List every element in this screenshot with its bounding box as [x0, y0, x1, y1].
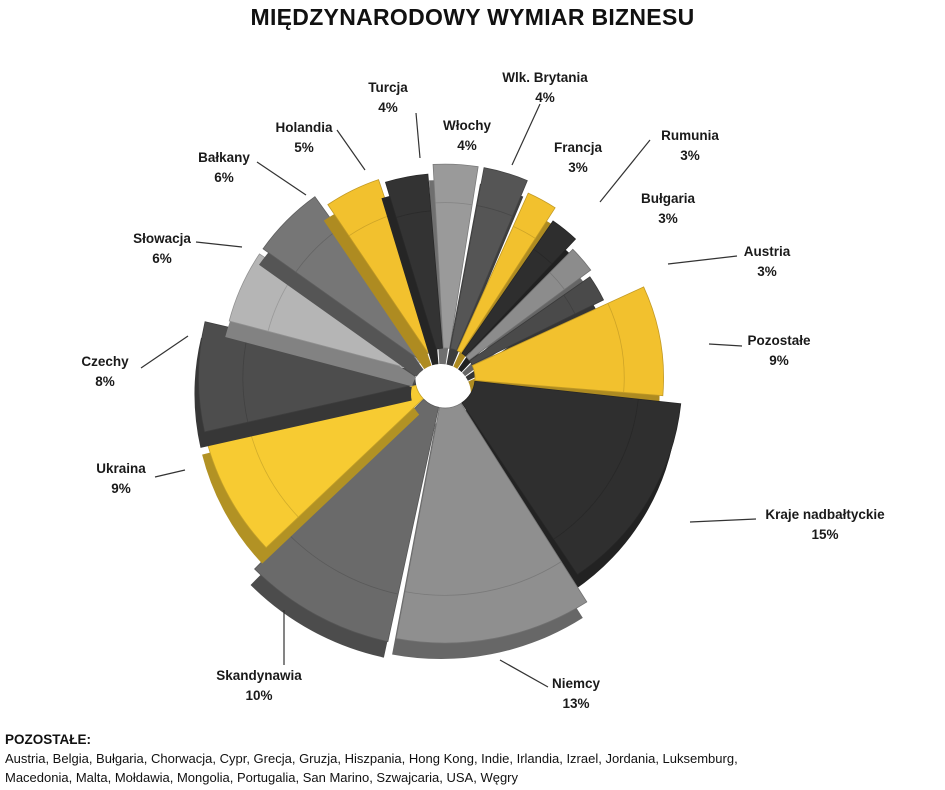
slice-label-value: 6% — [214, 170, 234, 185]
pie-slice-turcja — [381, 173, 443, 366]
leader-line — [667, 255, 738, 265]
slice-label-name: Bułgaria — [641, 191, 696, 206]
leader-line — [140, 335, 189, 369]
slice-label-name: Ukraina — [96, 461, 146, 476]
slice-label-name: Holandia — [275, 120, 332, 135]
slice-label-name: Rumunia — [661, 128, 719, 143]
leader-line — [415, 112, 421, 159]
slice-label-value: 4% — [457, 138, 477, 153]
leader-line — [256, 161, 307, 196]
leader-line — [336, 129, 366, 171]
pie-slice-niemcy — [392, 402, 588, 660]
slice-label-name: Pozostałe — [747, 333, 811, 348]
pie-slice-kraje-nadbałtyckie — [457, 380, 682, 591]
slice-label-name: Bałkany — [198, 150, 250, 165]
slice-label-name: Włochy — [443, 118, 491, 133]
slice-label-value: 4% — [378, 100, 398, 115]
slice-label-value: 13% — [562, 696, 589, 711]
slice-label-name: Czechy — [81, 354, 129, 369]
pie-slice-pozostałe — [468, 286, 664, 412]
leader-line — [511, 103, 541, 166]
pie-chart: Włochy 4% Wlk. Brytania 4% Francja 3% Rumunia 3… — [81, 70, 885, 711]
slice-label-value: 3% — [658, 211, 678, 226]
slice-label-value: 3% — [680, 148, 700, 163]
slice-label-value: 10% — [245, 688, 272, 703]
slice-label-value: 3% — [568, 160, 588, 175]
data-labels: Włochy 4% Wlk. Brytania 4% Francja 3% Rumunia 3… — [81, 70, 885, 711]
leader-lines — [140, 103, 757, 688]
slice-label-value: 4% — [535, 90, 555, 105]
chart-title: MIĘDZYNARODOWY WYMIAR BIZNESU — [250, 4, 695, 30]
pie-slice-holandia — [323, 179, 436, 370]
slice-label-value: 9% — [769, 353, 789, 368]
slice-label-value: 5% — [294, 140, 314, 155]
slice-label-name: Skandynawia — [216, 668, 302, 683]
slice-label-name: Niemcy — [552, 676, 601, 691]
slice-label-value: 15% — [811, 527, 838, 542]
slice-label-name: Turcja — [368, 80, 408, 95]
slice-label-name: Francja — [554, 140, 603, 155]
pie-slice-skandynawia — [250, 398, 440, 658]
leader-line — [708, 343, 743, 347]
slice-label-value: 6% — [152, 251, 172, 266]
footnote-line-2: Macedonia, Malta, Mołdawia, Mongolia, Po… — [5, 770, 519, 785]
footnote: POZOSTAŁE: Austria, Belgia, Bułgaria, Ch… — [5, 730, 738, 787]
leader-line — [195, 241, 243, 248]
footnote-title: POZOSTAŁE: — [5, 732, 91, 747]
leader-line — [689, 518, 757, 523]
leader-line — [154, 469, 186, 478]
leader-line — [499, 659, 549, 688]
leader-line — [599, 139, 651, 203]
slice-label-name: Kraje nadbałtyckie — [765, 507, 885, 522]
slice-label-name: Słowacja — [133, 231, 191, 246]
pie-slices — [194, 163, 682, 660]
slice-label-value: 3% — [757, 264, 777, 279]
pie-slice-francja — [453, 192, 556, 369]
slice-label-name: Wlk. Brytania — [502, 70, 588, 85]
slice-label-value: 8% — [95, 374, 115, 389]
slice-label-value: 9% — [111, 481, 131, 496]
slice-label-name: Austria — [744, 244, 791, 259]
footnote-line-1: Austria, Belgia, Bułgaria, Chorwacja, Cy… — [5, 751, 738, 766]
pie-slice-wlk-brytania — [446, 167, 528, 367]
